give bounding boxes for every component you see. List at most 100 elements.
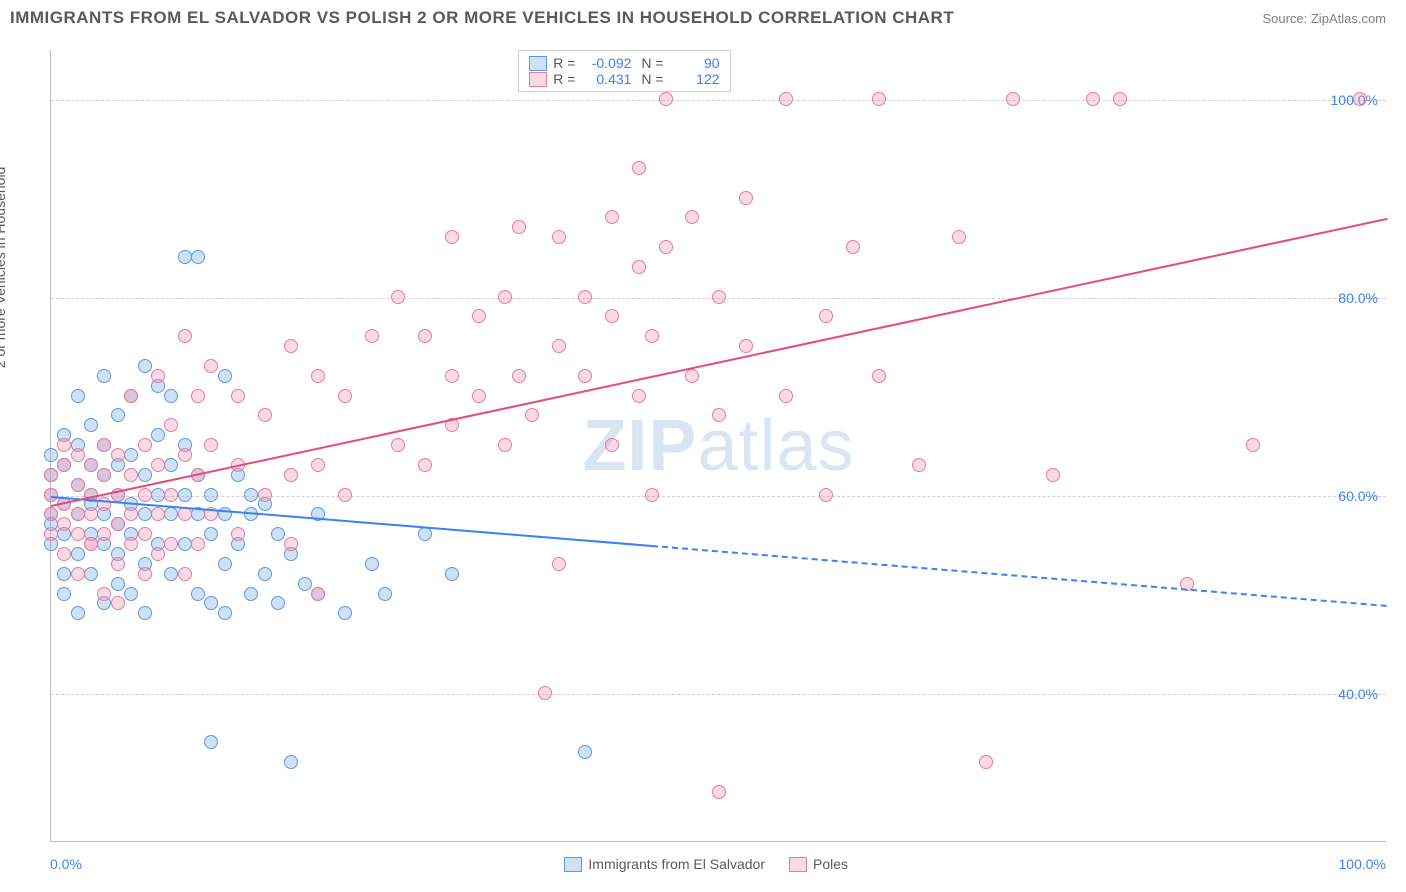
data-point bbox=[258, 488, 272, 502]
data-point bbox=[1246, 438, 1260, 452]
data-point bbox=[138, 567, 152, 581]
data-point bbox=[124, 537, 138, 551]
data-point bbox=[712, 785, 726, 799]
data-point bbox=[164, 567, 178, 581]
chart-container: 2 or more Vehicles in Household ZIPatlas… bbox=[10, 40, 1396, 882]
data-point bbox=[111, 517, 125, 531]
data-point bbox=[124, 448, 138, 462]
data-point bbox=[138, 468, 152, 482]
data-point bbox=[472, 309, 486, 323]
data-point bbox=[151, 428, 165, 442]
data-point bbox=[739, 339, 753, 353]
data-point bbox=[578, 745, 592, 759]
data-point bbox=[779, 92, 793, 106]
data-point bbox=[552, 339, 566, 353]
data-point bbox=[645, 329, 659, 343]
data-point bbox=[151, 507, 165, 521]
data-point bbox=[578, 369, 592, 383]
data-point bbox=[164, 389, 178, 403]
data-point bbox=[712, 408, 726, 422]
data-point bbox=[685, 369, 699, 383]
data-point bbox=[138, 507, 152, 521]
data-point bbox=[244, 488, 258, 502]
data-point bbox=[231, 389, 245, 403]
data-point bbox=[164, 507, 178, 521]
data-point bbox=[57, 587, 71, 601]
data-point bbox=[338, 606, 352, 620]
data-point bbox=[552, 557, 566, 571]
data-point bbox=[298, 577, 312, 591]
data-point bbox=[258, 567, 272, 581]
data-point bbox=[138, 527, 152, 541]
data-point bbox=[338, 389, 352, 403]
data-point bbox=[178, 448, 192, 462]
data-point bbox=[204, 596, 218, 610]
data-point bbox=[445, 369, 459, 383]
y-tick-label: 60.0% bbox=[1338, 488, 1378, 504]
data-point bbox=[632, 161, 646, 175]
data-point bbox=[124, 468, 138, 482]
data-point bbox=[71, 547, 85, 561]
data-point bbox=[111, 596, 125, 610]
data-point bbox=[498, 290, 512, 304]
data-point bbox=[71, 527, 85, 541]
x-tick-max: 100.0% bbox=[1339, 856, 1386, 872]
r-label: R = bbox=[553, 55, 575, 71]
n-label: N = bbox=[637, 55, 663, 71]
data-point bbox=[111, 408, 125, 422]
data-point bbox=[712, 290, 726, 304]
data-point bbox=[124, 507, 138, 521]
data-point bbox=[164, 488, 178, 502]
data-point bbox=[57, 517, 71, 531]
data-point bbox=[365, 329, 379, 343]
data-point bbox=[178, 537, 192, 551]
data-point bbox=[71, 567, 85, 581]
plot-area: ZIPatlas R =-0.092 N =90R =0.431 N =122 … bbox=[50, 50, 1386, 842]
n-value: 122 bbox=[670, 71, 720, 87]
data-point bbox=[779, 389, 793, 403]
data-point bbox=[178, 329, 192, 343]
legend-swatch bbox=[564, 857, 582, 872]
data-point bbox=[164, 458, 178, 472]
data-point bbox=[365, 557, 379, 571]
gridline bbox=[51, 100, 1386, 101]
n-label: N = bbox=[637, 71, 663, 87]
data-point bbox=[97, 527, 111, 541]
data-point bbox=[178, 250, 192, 264]
data-point bbox=[952, 230, 966, 244]
data-point bbox=[57, 458, 71, 472]
data-point bbox=[151, 547, 165, 561]
data-point bbox=[284, 468, 298, 482]
chart-title: IMMIGRANTS FROM EL SALVADOR VS POLISH 2 … bbox=[10, 8, 954, 28]
data-point bbox=[138, 606, 152, 620]
data-point bbox=[124, 389, 138, 403]
data-point bbox=[57, 547, 71, 561]
data-point bbox=[84, 567, 98, 581]
data-point bbox=[498, 438, 512, 452]
data-point bbox=[271, 527, 285, 541]
data-point bbox=[97, 468, 111, 482]
data-point bbox=[645, 488, 659, 502]
data-point bbox=[44, 507, 58, 521]
n-value: 90 bbox=[670, 55, 720, 71]
data-point bbox=[84, 537, 98, 551]
data-point bbox=[659, 240, 673, 254]
data-point bbox=[71, 606, 85, 620]
data-point bbox=[311, 369, 325, 383]
data-point bbox=[445, 567, 459, 581]
data-point bbox=[1086, 92, 1100, 106]
data-point bbox=[218, 369, 232, 383]
data-point bbox=[338, 488, 352, 502]
data-point bbox=[605, 210, 619, 224]
trend-line bbox=[652, 545, 1387, 607]
data-point bbox=[151, 488, 165, 502]
data-point bbox=[178, 507, 192, 521]
series-legend: Immigrants from El SalvadorPoles bbox=[564, 856, 848, 872]
gridline bbox=[51, 694, 1386, 695]
data-point bbox=[1353, 92, 1367, 106]
legend-item: Poles bbox=[789, 856, 848, 872]
data-point bbox=[44, 468, 58, 482]
data-point bbox=[445, 230, 459, 244]
data-point bbox=[605, 309, 619, 323]
data-point bbox=[191, 587, 205, 601]
